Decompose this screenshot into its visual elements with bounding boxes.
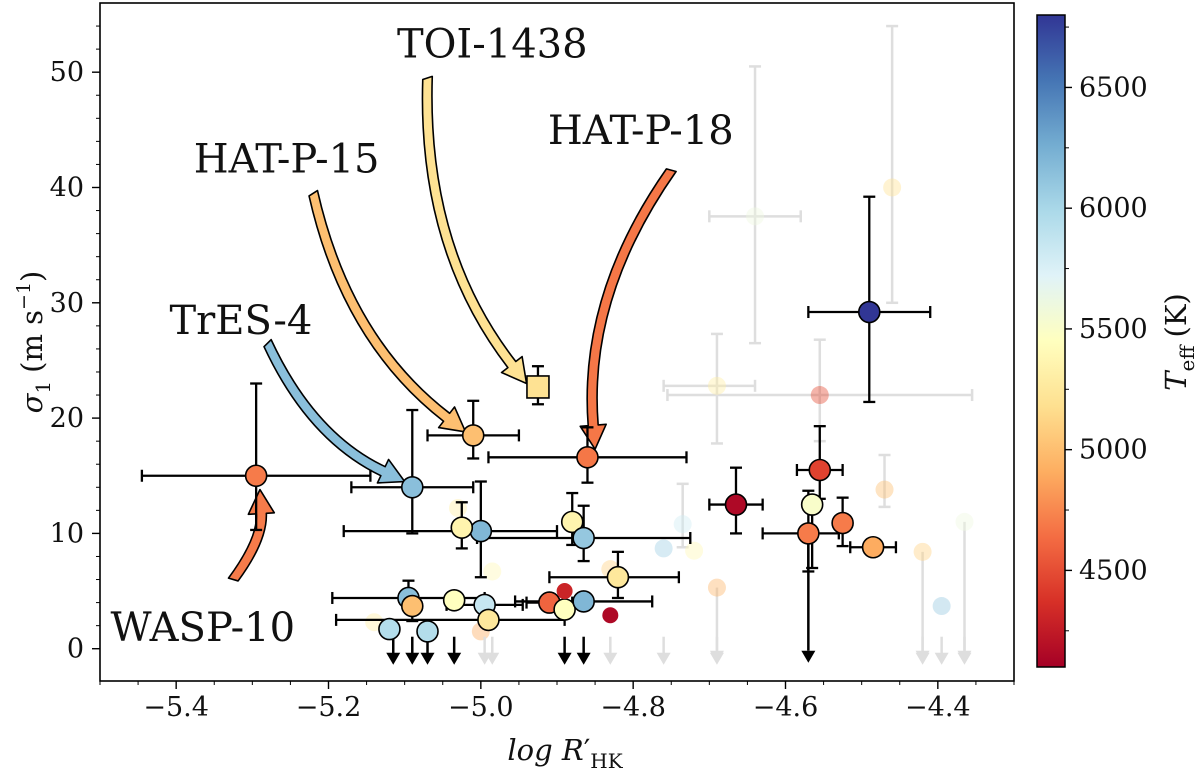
data-point [560,510,584,534]
upper-limit-arrowhead [934,652,949,665]
upper-limit-arrowhead [557,652,572,665]
y-tick-label: 0 [67,634,84,665]
annotation-label: TrES-4 [169,298,312,344]
faded-data-point [707,376,726,395]
data-point [556,583,573,600]
data-point [797,522,820,545]
upper-limit-arrowhead [485,652,500,665]
upper-limit-arrowhead [405,652,420,665]
faded-data-point [913,542,932,561]
faded-points-layer [365,24,974,665]
upper-limit-arrowhead [957,650,972,663]
faded-data-point [707,578,726,597]
data-point [808,458,832,482]
y-tick-label: 30 [50,288,84,319]
y-tick-label: 10 [50,518,84,549]
data-point [400,594,424,618]
faded-data-point [746,207,765,226]
data-point [576,446,599,469]
upper-limit-arrowhead [801,650,816,663]
upper-limit-arrowhead [603,652,618,665]
annotation-arrow [227,488,276,582]
colorbar-tick-label: 6500 [1079,72,1148,103]
data-point [606,565,630,589]
colorbar-tick-label: 6000 [1079,193,1148,224]
plot-area [100,3,1014,681]
data-point [469,519,493,543]
data-point [831,511,854,535]
y-tick-label: 40 [50,172,84,203]
x-tick-label: −4.8 [600,692,666,723]
data-point [553,598,576,621]
annotation-arrow [421,75,528,385]
data-point [572,590,595,613]
y-tick-label: 20 [50,403,84,434]
data-point [450,516,474,539]
colorbar-axis: 4500 5000 5500 6000 6500 [1065,26,1148,632]
annotation-label: HAT-P-18 [548,108,734,154]
annotation-arrow [308,189,467,433]
upper-limit-arrowhead [576,652,591,665]
x-axis: −5.4 −5.2 −5.0 −4.8 −4.6 −4.4 [99,681,1015,723]
data-point [572,526,595,550]
data-point [724,493,748,516]
faded-data-point [955,512,974,531]
faded-data-point [883,178,902,197]
faded-data-point [932,597,951,616]
annotation-label: TOI-1438 [397,21,588,67]
data-point [461,424,485,447]
data-point [477,608,500,632]
annotation-arrow [579,168,677,451]
colorbar-label: Teff(K) [1159,293,1199,391]
data-point [800,493,824,516]
annotations-layer: TOI-1438 HAT-P-18 HAT-P-15 TrES-4 WASP-10 [111,21,734,650]
colorbar-tick-label: 5000 [1079,435,1148,466]
x-axis-label: log R′HK [507,733,623,773]
data-point [442,588,466,612]
colorbar-tick-label: 5500 [1079,314,1148,345]
data-point [378,617,401,641]
upper-limit-arrowhead [420,652,435,665]
colorbar [1036,14,1066,668]
upper-limit-arrowhead [709,650,724,663]
annotation-label: HAT-P-15 [194,137,380,183]
x-tick-label: −5.4 [143,692,209,723]
x-tick-label: −4.6 [753,692,819,723]
data-point [602,607,619,624]
faded-data-point [654,539,673,558]
faded-data-point [810,386,829,405]
points-layer [140,195,932,665]
upper-limit-arrowhead [447,652,462,665]
data-point [244,464,268,488]
x-tick-label: −5.2 [296,692,362,723]
data-point [861,535,885,559]
data-point-square [526,375,550,399]
colorbar-tick-label: 4500 [1079,555,1148,586]
data-point [400,475,424,499]
x-tick-label: −4.4 [905,692,971,723]
annotation-arrow [263,338,406,484]
data-point [416,620,439,643]
faded-data-point [875,480,894,499]
faded-data-point [483,562,502,581]
upper-limit-arrowhead [915,650,930,663]
faded-data-point [685,541,704,560]
upper-limit-arrowhead [656,652,671,665]
upper-limit-arrowhead [386,652,401,665]
data-point [857,300,881,324]
y-axis-label: σ1(m s−1) [13,271,55,414]
faded-data-point [673,515,692,534]
y-tick-label: 50 [50,57,84,88]
annotation-label: WASP-10 [111,605,296,651]
y-axis: 0 10 20 30 40 50 [50,25,100,665]
x-tick-label: −5.0 [448,692,514,723]
